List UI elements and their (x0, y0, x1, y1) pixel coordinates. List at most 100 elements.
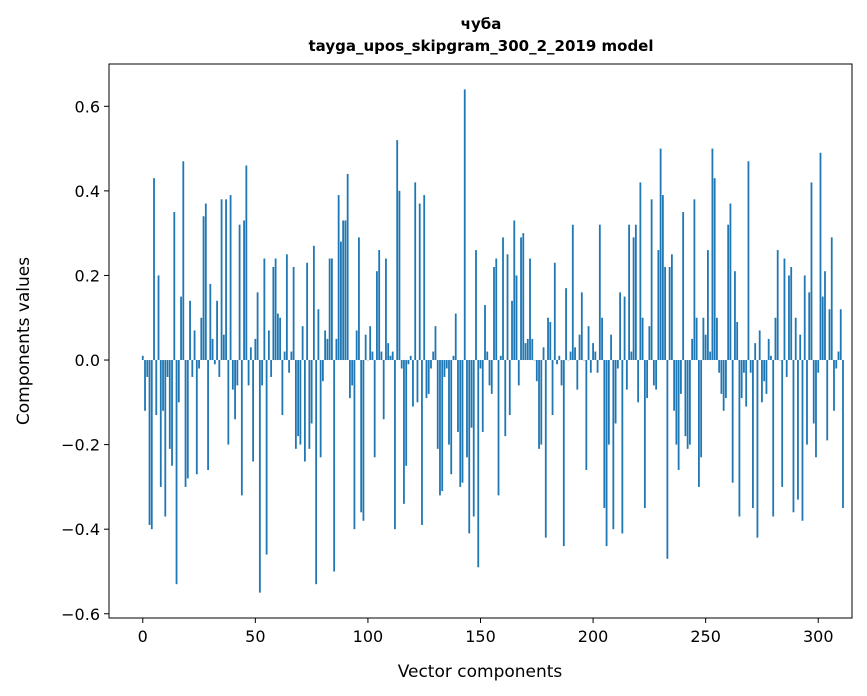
bar (812, 360, 815, 424)
bar (684, 360, 687, 437)
bar (774, 317, 777, 361)
bar (643, 360, 646, 509)
bar (229, 195, 232, 361)
chart-title: чуба (461, 15, 502, 33)
bar (517, 360, 520, 386)
bar (240, 360, 243, 496)
bar (646, 360, 649, 399)
bar (317, 309, 320, 361)
bar (702, 317, 705, 361)
bar (371, 351, 374, 361)
x-axis-label: Vector components (398, 662, 563, 682)
bar (725, 360, 727, 399)
bar (497, 360, 500, 496)
bar (830, 237, 833, 361)
bar (693, 199, 696, 361)
bar (162, 360, 164, 411)
bar (202, 216, 205, 361)
bars-group (141, 89, 844, 593)
bar (540, 360, 543, 445)
bar (493, 266, 495, 361)
bar (614, 360, 617, 424)
bar (387, 343, 390, 361)
bar (524, 343, 527, 361)
x-axis-ticks: 0 50 100 150 200 250 300 (138, 618, 834, 646)
bar (297, 360, 300, 437)
bar (319, 360, 322, 458)
bar (150, 360, 153, 530)
bar (610, 334, 612, 361)
bar (571, 224, 574, 361)
bar (186, 360, 189, 479)
bar (159, 360, 162, 487)
bar (376, 271, 378, 361)
bar (612, 360, 615, 530)
bar (709, 351, 712, 361)
bar (457, 360, 459, 432)
bar (254, 338, 257, 361)
bar (423, 195, 426, 361)
bar (740, 360, 743, 399)
bar (385, 258, 387, 361)
bar (515, 275, 518, 361)
bar (578, 334, 581, 361)
bar (479, 360, 482, 369)
bar (666, 360, 669, 559)
bar (421, 360, 423, 525)
bar (245, 165, 248, 361)
bar (821, 296, 824, 361)
bar (346, 173, 349, 361)
bar (407, 360, 410, 365)
bar (389, 355, 392, 361)
bar (580, 292, 583, 361)
bar (470, 360, 473, 428)
bar (216, 300, 218, 361)
bar (382, 360, 385, 420)
y-tick-label: 0.6 (75, 97, 100, 116)
y-tick-label: 0.4 (75, 182, 100, 201)
bar (373, 360, 376, 458)
bar (211, 338, 214, 361)
bar (585, 360, 588, 470)
bar (785, 360, 788, 377)
bar (445, 360, 448, 369)
bar (718, 360, 721, 373)
bar (184, 360, 187, 487)
bar (369, 326, 372, 361)
bar (736, 321, 739, 361)
bar (806, 360, 808, 445)
bar (321, 360, 324, 382)
bar (695, 317, 698, 361)
bar (763, 360, 766, 382)
bar (542, 347, 545, 361)
bar (675, 360, 678, 445)
bar (803, 275, 806, 361)
bar (758, 330, 761, 361)
bar (556, 360, 558, 365)
bar (450, 360, 453, 475)
y-tick-label: −0.6 (61, 605, 100, 624)
bar (256, 292, 259, 361)
bar (270, 360, 273, 377)
bar (752, 360, 754, 509)
bar (164, 360, 167, 517)
bar (810, 182, 813, 361)
bar (522, 233, 525, 361)
bar (603, 360, 606, 509)
bar (432, 351, 435, 361)
bar (801, 360, 804, 521)
y-tick-label: −0.2 (61, 436, 100, 455)
bar (425, 360, 428, 399)
bar (842, 360, 844, 509)
bar (403, 360, 405, 504)
bar (448, 360, 450, 445)
bar (315, 360, 318, 585)
plot-frame (108, 63, 853, 619)
bar (754, 343, 757, 361)
bar (301, 326, 304, 361)
bar (364, 334, 367, 361)
bar (794, 317, 797, 361)
bar (632, 237, 635, 361)
bar (222, 334, 225, 361)
bar (745, 360, 748, 407)
